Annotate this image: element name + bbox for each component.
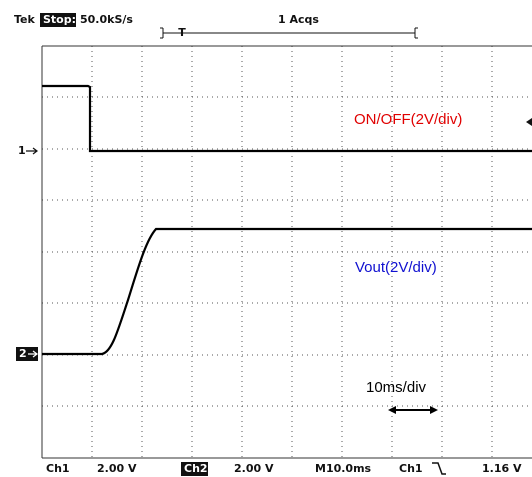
timebase: M10.0ms — [315, 462, 372, 475]
state: Stop: — [43, 13, 76, 26]
ch2-trace — [42, 227, 532, 356]
ch2-marker-box — [16, 347, 38, 361]
ch2-marker-arrow — [28, 350, 38, 358]
ch2-name: Ch2 — [184, 462, 208, 475]
ch2-label: Vout(2V/div) — [355, 259, 437, 276]
graticule-frame — [41, 45, 532, 459]
graticule — [42, 46, 532, 458]
level-arrow — [526, 118, 532, 126]
state-box — [40, 13, 76, 27]
ch1-scale: 2.00 V — [97, 462, 137, 475]
ch2-scale: 2.00 V — [234, 462, 274, 475]
trigger-level: 1.16 V — [482, 462, 522, 475]
ch1-marker-arrow — [26, 147, 38, 155]
sample-rate: 50.0kS/s — [80, 13, 133, 26]
ch2-marker: 2 — [19, 347, 27, 360]
ch2-name-box — [181, 462, 208, 476]
time-scale-arrow — [388, 406, 438, 414]
ch1-name: Ch1 — [46, 462, 70, 475]
trigger-marker: T — [178, 26, 186, 39]
trigger-bracket — [160, 27, 418, 39]
ch1-trace — [42, 84, 532, 153]
brand: Tek — [14, 13, 36, 26]
trigger-source: Ch1 — [399, 462, 423, 475]
falling-edge-icon — [432, 462, 446, 475]
ch1-label: ON/OFF(2V/div) — [354, 111, 462, 128]
ch1-marker: 1 — [18, 144, 26, 157]
acquisitions: 1 Acqs — [278, 13, 319, 26]
time-scale-note: 10ms/div — [366, 379, 427, 396]
